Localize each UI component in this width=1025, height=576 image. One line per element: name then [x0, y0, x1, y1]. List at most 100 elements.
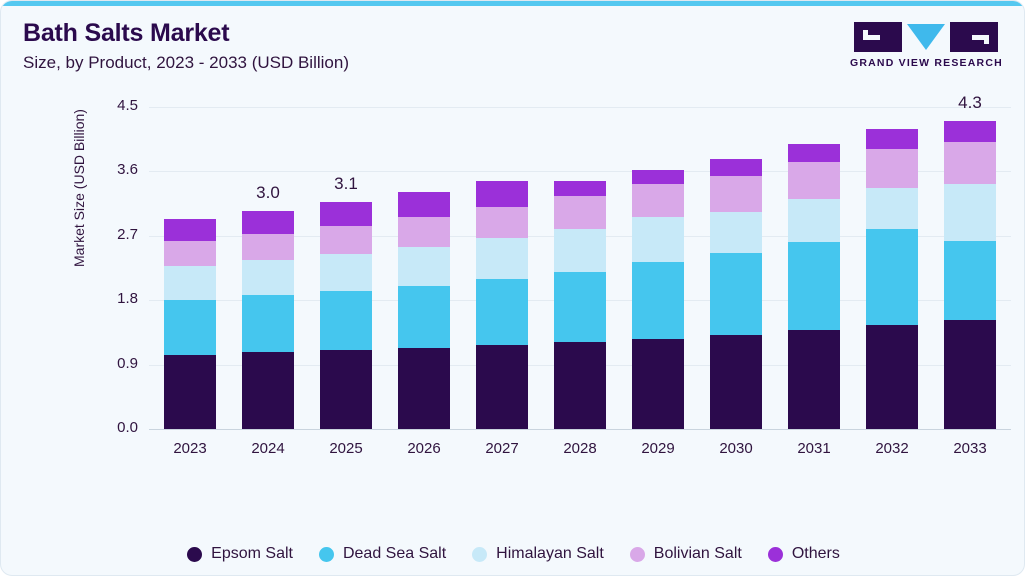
gridline — [149, 107, 1011, 108]
page-title: Bath Salts Market — [23, 19, 230, 47]
bar-segment[interactable] — [320, 350, 372, 429]
stacked-bar[interactable] — [476, 180, 528, 429]
bar-segment[interactable] — [320, 253, 372, 291]
x-axis-tick-label: 2026 — [407, 440, 441, 457]
legend-item[interactable]: Bolivian Salt — [629, 545, 742, 563]
bar-column[interactable]: 3.0 — [229, 107, 307, 429]
bar-column[interactable]: 4.3 — [931, 93, 1009, 429]
stacked-bar[interactable] — [866, 129, 918, 429]
bar-segment[interactable] — [476, 180, 528, 208]
bar-segment[interactable] — [554, 342, 606, 429]
bar-segment[interactable] — [398, 217, 450, 247]
x-axis-tick-label: 2023 — [173, 440, 207, 457]
bar-segment[interactable] — [398, 348, 450, 429]
bar-column[interactable] — [853, 107, 931, 429]
bar-segment[interactable] — [788, 143, 840, 163]
y-axis-title: Market Size (USD Billion) — [71, 109, 87, 267]
bar-segment[interactable] — [866, 325, 918, 429]
bar-segment[interactable] — [788, 162, 840, 200]
bar-segment[interactable] — [242, 260, 294, 296]
stacked-bar[interactable] — [554, 180, 606, 429]
bar-segment[interactable] — [242, 210, 294, 234]
bar-segment[interactable] — [476, 278, 528, 346]
bar-column[interactable] — [541, 107, 619, 429]
bar-segment[interactable] — [632, 169, 684, 184]
stacked-bar[interactable] — [242, 210, 294, 429]
bar-segment[interactable] — [632, 338, 684, 429]
bar-segment[interactable] — [632, 217, 684, 263]
bar-segment[interactable] — [866, 148, 918, 188]
legend-item[interactable]: Others — [767, 545, 840, 563]
bar-segment[interactable] — [398, 246, 450, 286]
bar-segment[interactable] — [242, 233, 294, 261]
bar-segment[interactable] — [944, 142, 996, 184]
bar-segment[interactable] — [554, 196, 606, 229]
bar-segment[interactable] — [164, 240, 216, 266]
bar-segment[interactable] — [710, 176, 762, 213]
legend-label: Others — [791, 545, 840, 562]
bar-segment[interactable] — [866, 129, 918, 149]
bar-segment[interactable] — [866, 229, 918, 326]
y-axis-tick-label: 3.6 — [117, 161, 138, 179]
bar-segment[interactable] — [788, 242, 840, 331]
logo-left-block-icon — [854, 22, 902, 52]
bar-segment[interactable] — [710, 212, 762, 253]
legend-item[interactable]: Himalayan Salt — [472, 545, 604, 563]
bar-segment[interactable] — [242, 352, 294, 429]
bar-segment[interactable] — [944, 320, 996, 429]
bar-column[interactable] — [697, 107, 775, 429]
legend-item[interactable]: Dead Sea Salt — [318, 545, 446, 563]
bar-segment[interactable] — [788, 330, 840, 429]
bar-segment[interactable] — [320, 290, 372, 351]
bar-segment[interactable] — [710, 252, 762, 335]
brand-logo: GRAND VIEW RESEARCH — [850, 21, 1002, 69]
legend-color-swatch-icon — [767, 546, 783, 562]
bar-column[interactable] — [775, 107, 853, 429]
bar-segment[interactable] — [164, 354, 216, 429]
bar-segment[interactable] — [710, 158, 762, 177]
bar-segment[interactable] — [632, 183, 684, 218]
bar-segment[interactable] — [164, 265, 216, 300]
stacked-bar[interactable] — [944, 121, 996, 429]
bar-segment[interactable] — [476, 207, 528, 238]
stacked-bar[interactable] — [320, 202, 372, 429]
bar-column[interactable] — [463, 107, 541, 429]
bar-segment[interactable] — [320, 202, 372, 226]
stacked-bar[interactable] — [710, 158, 762, 429]
stacked-bar[interactable] — [632, 169, 684, 429]
gridline — [149, 171, 1011, 173]
bar-segment[interactable] — [164, 218, 216, 241]
bar-value-label: 3.1 — [334, 174, 358, 194]
bar-segment[interactable] — [788, 199, 840, 243]
bar-column[interactable] — [385, 107, 463, 429]
bar-segment[interactable] — [944, 240, 996, 321]
bar-column[interactable] — [619, 107, 697, 429]
legend-item[interactable]: Epsom Salt — [187, 545, 293, 563]
bar-column[interactable] — [151, 107, 229, 429]
bar-segment[interactable] — [476, 237, 528, 279]
bar-segment[interactable] — [320, 225, 372, 254]
stacked-bar[interactable] — [398, 192, 450, 429]
x-axis-tick-label: 2024 — [251, 440, 285, 457]
stacked-bar[interactable] — [788, 143, 840, 429]
bar-value-label: 4.3 — [958, 93, 982, 113]
bar-segment[interactable] — [554, 228, 606, 272]
bar-segment[interactable] — [632, 262, 684, 339]
bar-segment[interactable] — [944, 183, 996, 241]
legend-label: Himalayan Salt — [496, 545, 604, 562]
bar-segment[interactable] — [398, 192, 450, 218]
legend-color-swatch-icon — [187, 546, 203, 562]
bar-segment[interactable] — [710, 334, 762, 429]
bar-segment[interactable] — [554, 271, 606, 343]
bar-segment[interactable] — [944, 121, 996, 143]
bar-segment[interactable] — [398, 285, 450, 349]
x-axis-tick-label: 2027 — [485, 440, 519, 457]
bar-segment[interactable] — [476, 345, 528, 429]
stacked-bar[interactable] — [164, 218, 216, 429]
bar-column[interactable]: 3.1 — [307, 107, 385, 429]
x-axis-tick-label: 2028 — [563, 440, 597, 457]
bar-segment[interactable] — [242, 295, 294, 353]
bar-segment[interactable] — [164, 299, 216, 355]
bar-segment[interactable] — [866, 187, 918, 230]
bar-segment[interactable] — [554, 180, 606, 197]
